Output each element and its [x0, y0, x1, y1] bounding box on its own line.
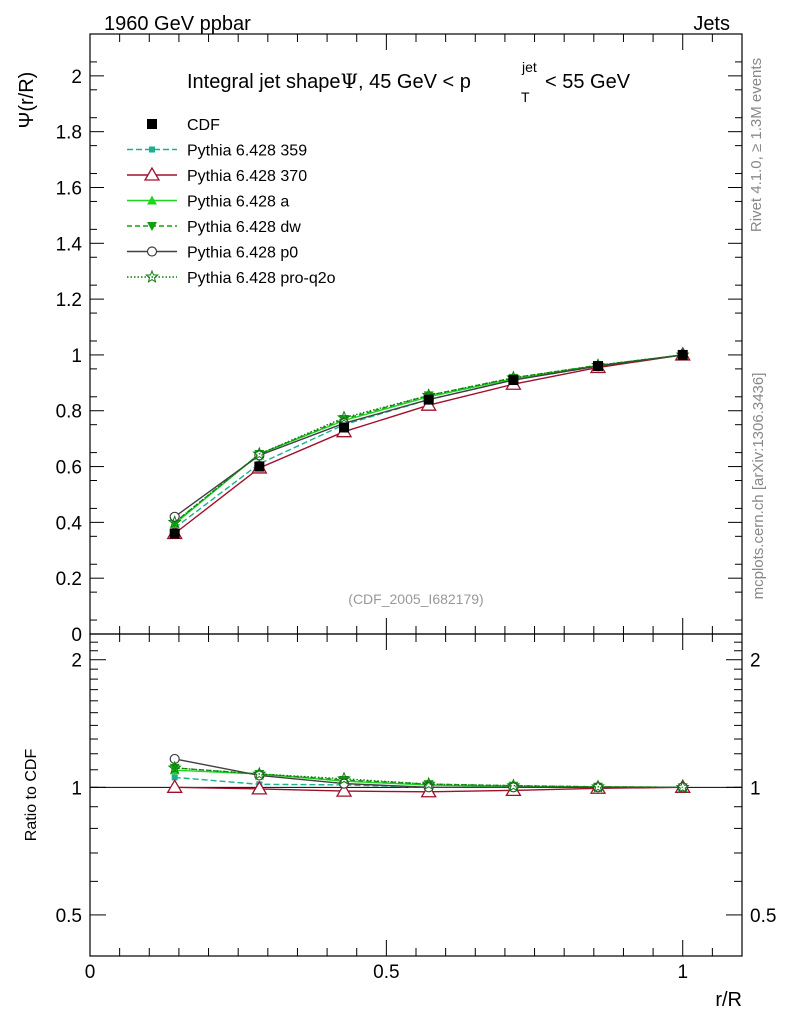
legend-label-p359: Pythia 6.428 359 — [187, 143, 307, 160]
main-ytick-label: 0.2 — [56, 569, 82, 590]
series-line-p0 — [174, 354, 683, 518]
ratio-ytick-label: 1 — [71, 778, 82, 799]
legend-marker-p359 — [149, 146, 155, 153]
title-psi: Ψ — [340, 69, 358, 93]
main-ytick-label: 1.4 — [56, 234, 83, 255]
ratio-point-p0 — [169, 753, 180, 765]
point-cdf — [593, 361, 604, 372]
mcplots-text: mcplots.cern.ch [arXiv:1306.3436] — [750, 373, 767, 600]
main-ytick-label: 0 — [71, 625, 82, 646]
legend-label-p0: Pythia 6.428 p0 — [187, 245, 298, 262]
legend-label-dw: Pythia 6.428 dw — [187, 219, 301, 236]
legend-label-a: Pythia 6.428 a — [187, 194, 289, 211]
legend-label-p370: Pythia 6.428 370 — [187, 168, 307, 185]
main-ytick-label: 0.4 — [56, 513, 83, 534]
main-ytick-label: 1.8 — [56, 123, 82, 144]
header-left: 1960 GeV ppbar — [104, 13, 251, 35]
rivet-version-text: Rivet 4.1.0, ≥ 1.3M events — [748, 58, 765, 232]
ratio-point-proq2o — [675, 779, 690, 794]
main-ylabel: Ψ(r/R) — [16, 72, 38, 129]
ratio-line-proq2o — [174, 767, 683, 788]
legend-marker-p370 — [143, 166, 161, 181]
title-prefix: Integral jet shape — [187, 71, 340, 93]
legend-label-cdf: CDF — [187, 117, 220, 134]
main-ytick-label: 0.8 — [56, 402, 82, 423]
legend-label-proq2o: Pythia 6.428 pro-q2o — [187, 270, 336, 287]
series-line-a — [174, 354, 683, 525]
ratio-point-proq2o — [591, 779, 605, 793]
x-axis-label: r/R — [715, 989, 742, 1011]
main-ytick-label: 1.2 — [56, 290, 82, 311]
analysis-tag: (CDF_2005_I682179) — [348, 591, 483, 607]
title-suffix: < 55 GeV — [545, 71, 631, 93]
point-cdf — [423, 394, 434, 405]
ratio-series-group — [166, 753, 691, 798]
ratio-point-p370 — [166, 779, 183, 793]
ratio-point-proq2o — [421, 776, 436, 790]
series-line-p370 — [174, 354, 683, 535]
point-cdf — [339, 422, 350, 433]
ratio-xtick-label: 1 — [677, 962, 688, 983]
ratio-ytick-label-right: 1 — [750, 778, 761, 799]
header-right: Jets — [693, 13, 730, 35]
series-line-dw — [174, 354, 683, 523]
ratio-point-p0 — [338, 778, 350, 789]
ratio-ylabel: Ratio to CDF — [23, 749, 40, 842]
legend-marker-a — [147, 195, 157, 205]
ratio-point-proq2o — [252, 766, 267, 781]
point-proq2o — [336, 410, 351, 424]
ratio-ytick-label: 2 — [71, 651, 82, 672]
legend: CDF Pythia 6.428 359 Pythia 6.428 370 Pythi… — [127, 117, 336, 287]
ratio-point-p370 — [335, 782, 353, 797]
legend-marker-proq2o — [145, 269, 159, 284]
ratio-point-proq2o — [336, 771, 351, 785]
title-sub: T — [521, 89, 530, 105]
ratio-point-p359 — [171, 774, 178, 781]
ratio-xtick-label: 0.5 — [373, 962, 399, 983]
point-cdf — [254, 461, 265, 472]
title-middle: , 45 GeV < p — [358, 71, 471, 93]
main-series-group — [166, 346, 691, 540]
main-ytick-label: 2 — [71, 67, 82, 88]
main-ytick-label: 1.6 — [56, 178, 82, 199]
main-ytick-label: 1 — [71, 346, 82, 367]
point-cdf — [508, 375, 519, 386]
series-line-p359 — [174, 354, 683, 529]
chart-title: Integral jet shapeΨ, 45 GeV < p — [187, 69, 471, 93]
main-ytick-label: 0.6 — [56, 458, 82, 479]
ratio-xtick-label: 0 — [85, 962, 96, 983]
point-proq2o — [167, 515, 182, 529]
axes-group: 0 0.2 0.4 0.6 0.8 1 1.2 1.4 1.6 1.8 2 0 0.5 1 0.5 0.5 1 1… — [56, 34, 776, 983]
legend-marker-p0 — [146, 246, 158, 257]
point-cdf — [677, 349, 688, 360]
legend-marker-cdf — [147, 119, 157, 129]
ratio-ytick-label-right: 2 — [750, 651, 761, 672]
ratio-plot-frame — [89, 633, 743, 957]
title-sup: jet — [521, 59, 537, 75]
ratio-ytick-label-right: 0.5 — [750, 906, 776, 927]
ratio-point-proq2o — [167, 760, 182, 774]
point-cdf — [169, 528, 180, 539]
ratio-point-p370 — [251, 780, 268, 795]
point-proq2o — [252, 446, 267, 461]
series-line-proq2o — [174, 354, 683, 523]
ratio-ytick-label: 0.5 — [56, 906, 82, 927]
ratio-point-proq2o — [506, 778, 521, 792]
legend-marker-dw — [147, 222, 157, 231]
